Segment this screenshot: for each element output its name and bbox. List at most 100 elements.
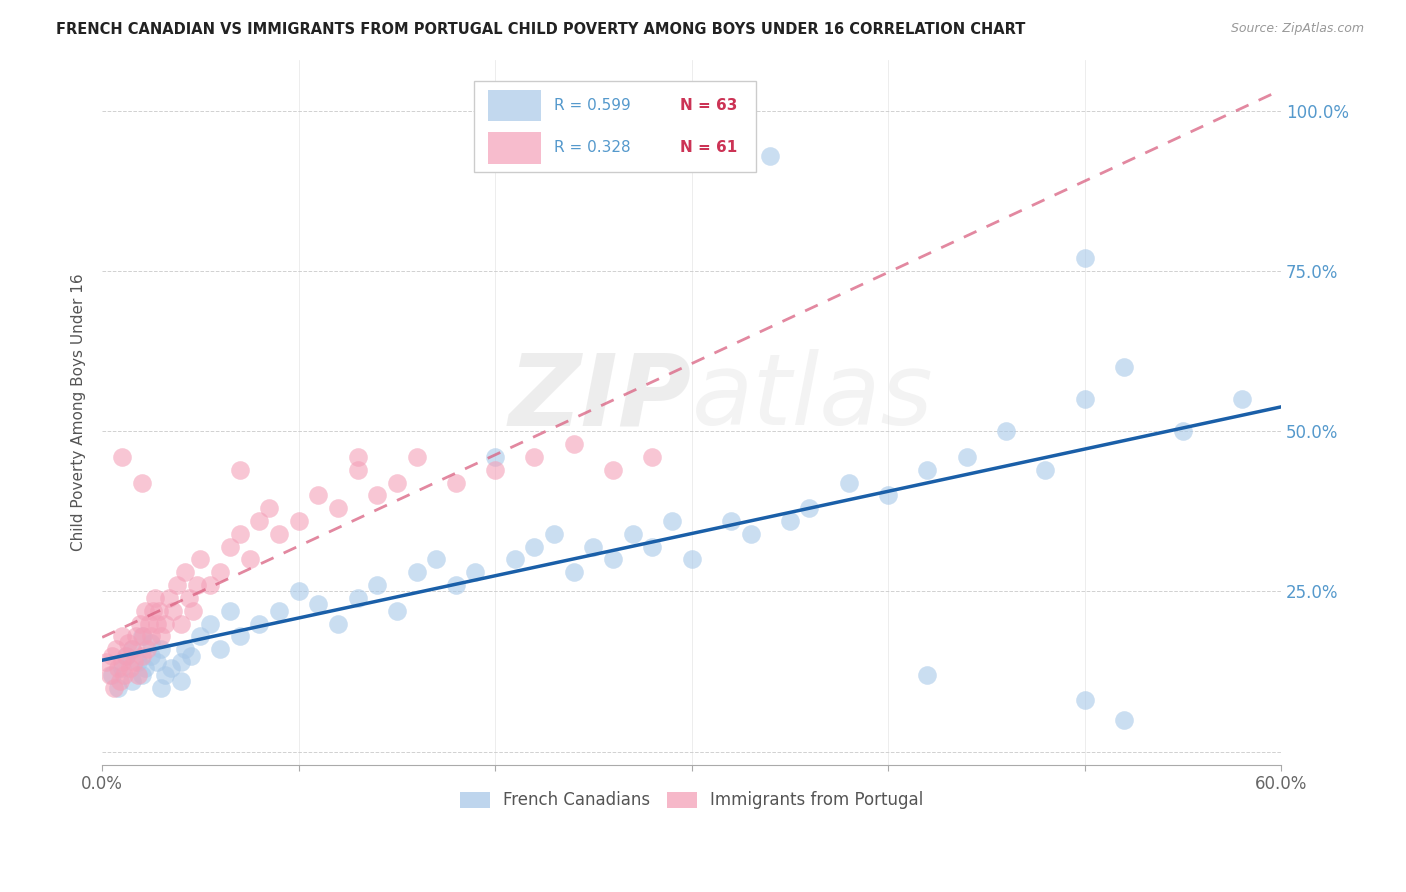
Point bbox=[956, 450, 979, 464]
Point bbox=[641, 450, 664, 464]
Point bbox=[602, 463, 624, 477]
Point bbox=[114, 648, 136, 663]
Point bbox=[190, 629, 212, 643]
Point bbox=[464, 566, 486, 580]
Point bbox=[759, 149, 782, 163]
Point bbox=[405, 450, 427, 464]
FancyBboxPatch shape bbox=[488, 89, 541, 121]
Point bbox=[681, 552, 703, 566]
Point bbox=[131, 475, 153, 490]
Point bbox=[1073, 252, 1095, 266]
Point bbox=[247, 514, 270, 528]
Point bbox=[287, 514, 309, 528]
Point bbox=[108, 674, 131, 689]
Point bbox=[219, 604, 242, 618]
Point bbox=[111, 450, 134, 464]
Point bbox=[200, 578, 222, 592]
Point bbox=[503, 552, 526, 566]
Point bbox=[170, 616, 193, 631]
Point bbox=[523, 540, 546, 554]
Point bbox=[799, 501, 821, 516]
Point bbox=[124, 629, 146, 643]
Point bbox=[877, 488, 900, 502]
Point bbox=[326, 501, 349, 516]
Point bbox=[117, 636, 139, 650]
Point bbox=[181, 604, 204, 618]
Point bbox=[307, 488, 329, 502]
Point bbox=[101, 648, 124, 663]
Point bbox=[917, 463, 939, 477]
Point bbox=[307, 597, 329, 611]
Point bbox=[247, 616, 270, 631]
Point bbox=[385, 604, 408, 618]
Point bbox=[111, 661, 134, 675]
Text: N = 61: N = 61 bbox=[679, 140, 737, 155]
Point bbox=[136, 642, 159, 657]
Text: R = 0.599: R = 0.599 bbox=[554, 98, 630, 113]
Point bbox=[366, 578, 388, 592]
Point bbox=[444, 475, 467, 490]
Point bbox=[112, 667, 135, 681]
Point bbox=[1033, 463, 1056, 477]
Point bbox=[779, 514, 801, 528]
Point bbox=[173, 642, 195, 657]
Point bbox=[209, 566, 232, 580]
Point bbox=[122, 655, 145, 669]
Point bbox=[107, 661, 129, 675]
Point bbox=[740, 526, 762, 541]
Point bbox=[131, 648, 153, 663]
Point bbox=[127, 667, 149, 681]
Point bbox=[1073, 693, 1095, 707]
Point bbox=[148, 604, 170, 618]
Point bbox=[141, 636, 163, 650]
Point bbox=[190, 552, 212, 566]
Point bbox=[444, 578, 467, 592]
Point bbox=[166, 578, 188, 592]
Point bbox=[1171, 424, 1194, 438]
Point bbox=[582, 540, 605, 554]
Point bbox=[146, 655, 169, 669]
Point bbox=[385, 475, 408, 490]
Text: FRENCH CANADIAN VS IMMIGRANTS FROM PORTUGAL CHILD POVERTY AMONG BOYS UNDER 16 CO: FRENCH CANADIAN VS IMMIGRANTS FROM PORTU… bbox=[56, 22, 1025, 37]
Point bbox=[103, 681, 125, 695]
Point bbox=[238, 552, 260, 566]
Point bbox=[150, 642, 173, 657]
Text: N = 63: N = 63 bbox=[679, 98, 737, 113]
Point bbox=[153, 616, 176, 631]
Point bbox=[267, 604, 290, 618]
Point bbox=[562, 566, 585, 580]
Point bbox=[1112, 360, 1135, 375]
Point bbox=[917, 667, 939, 681]
Point bbox=[1073, 392, 1095, 407]
Point bbox=[146, 616, 169, 631]
Point bbox=[150, 629, 173, 643]
Point bbox=[177, 591, 200, 605]
Text: atlas: atlas bbox=[692, 350, 934, 447]
Point bbox=[134, 661, 156, 675]
Point bbox=[142, 604, 165, 618]
Point bbox=[209, 642, 232, 657]
Point bbox=[366, 488, 388, 502]
Point bbox=[118, 661, 141, 675]
Point bbox=[121, 642, 143, 657]
Point bbox=[170, 655, 193, 669]
Point bbox=[153, 667, 176, 681]
Point bbox=[346, 591, 368, 605]
Point bbox=[346, 463, 368, 477]
Point bbox=[111, 655, 134, 669]
Point bbox=[562, 437, 585, 451]
Point bbox=[94, 655, 117, 669]
Point bbox=[121, 674, 143, 689]
Point bbox=[641, 540, 664, 554]
Point bbox=[107, 681, 129, 695]
Point bbox=[838, 475, 860, 490]
Point bbox=[138, 616, 160, 631]
Point bbox=[134, 604, 156, 618]
Point bbox=[326, 616, 349, 631]
Text: ZIP: ZIP bbox=[509, 350, 692, 447]
Point bbox=[229, 629, 252, 643]
Point bbox=[405, 566, 427, 580]
Point bbox=[229, 463, 252, 477]
Point bbox=[425, 552, 447, 566]
Point bbox=[180, 648, 202, 663]
